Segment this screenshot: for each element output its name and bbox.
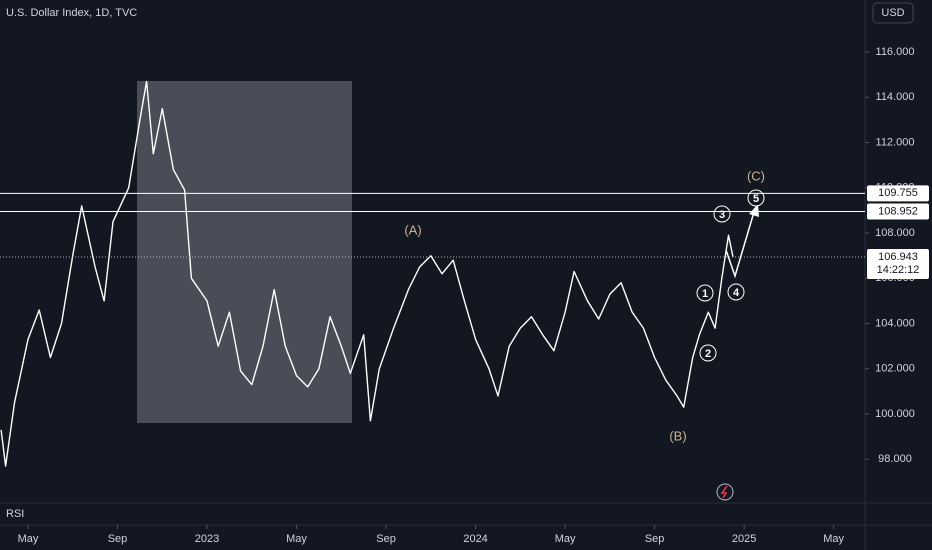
x-tick-label: 2024 xyxy=(463,533,487,545)
wave-arrow xyxy=(725,211,755,279)
wave-circle xyxy=(713,205,731,223)
wave-circle xyxy=(727,283,745,301)
wave-circle xyxy=(747,189,765,207)
level-tag xyxy=(867,185,929,202)
x-tick-label: May xyxy=(18,533,39,545)
wave-circle xyxy=(699,344,717,362)
currency-button[interactable] xyxy=(872,2,914,24)
icon-bolt[interactable] xyxy=(720,485,728,499)
x-tick-label: 2023 xyxy=(195,533,219,545)
icon-ring[interactable] xyxy=(716,483,734,501)
wave-number: 5 xyxy=(753,193,759,205)
level-label: 109.755 xyxy=(878,187,918,199)
y-tick-label: 102.000 xyxy=(875,363,915,375)
wave-number: 2 xyxy=(705,348,711,360)
x-tick-label: Sep xyxy=(108,533,128,545)
wave-number: 3 xyxy=(719,209,725,221)
price-line xyxy=(0,80,734,467)
y-tick-label: 114.000 xyxy=(876,91,915,103)
wave-number: 4 xyxy=(733,287,740,299)
y-tick-label: 98.000 xyxy=(878,453,912,465)
x-tick-label: Sep xyxy=(645,533,665,545)
wave-circle xyxy=(696,284,714,302)
wave-label: (A) xyxy=(404,222,421,237)
currency[interactable]: USD xyxy=(881,7,904,19)
last-price-tag xyxy=(867,248,929,279)
last-price-label: 106.943 xyxy=(878,251,918,263)
level-label: 108.952 xyxy=(878,205,918,217)
wave-label: (B) xyxy=(669,428,686,443)
y-tick-label: 108.000 xyxy=(875,227,915,239)
countdown: 14:22:12 xyxy=(877,264,920,276)
replay-icon[interactable] xyxy=(716,483,734,501)
y-tick-label: 116.000 xyxy=(876,46,915,58)
wave-number: 1 xyxy=(702,288,708,300)
chart-title: U.S. Dollar Index, 1D, TVC xyxy=(6,7,137,19)
arrow-head xyxy=(749,204,759,217)
wave-label: (C) xyxy=(747,168,765,183)
y-tick-label: 112.000 xyxy=(876,136,915,148)
x-tick-label: Sep xyxy=(376,533,396,545)
x-tick-label: 2025 xyxy=(732,533,756,545)
elliott-waves: (A) (B) (C) 1 2 3 4 5 xyxy=(404,168,765,443)
x-tick-label: May xyxy=(823,533,844,545)
range-box xyxy=(137,81,352,423)
y-tick-label: 104.000 xyxy=(875,317,915,329)
x-tick-label: May xyxy=(555,533,576,545)
pane-label: RSI xyxy=(6,508,24,520)
level-tag xyxy=(867,203,929,220)
y-tick-label: 100.000 xyxy=(875,408,915,420)
x-tick-label: May xyxy=(286,533,307,545)
